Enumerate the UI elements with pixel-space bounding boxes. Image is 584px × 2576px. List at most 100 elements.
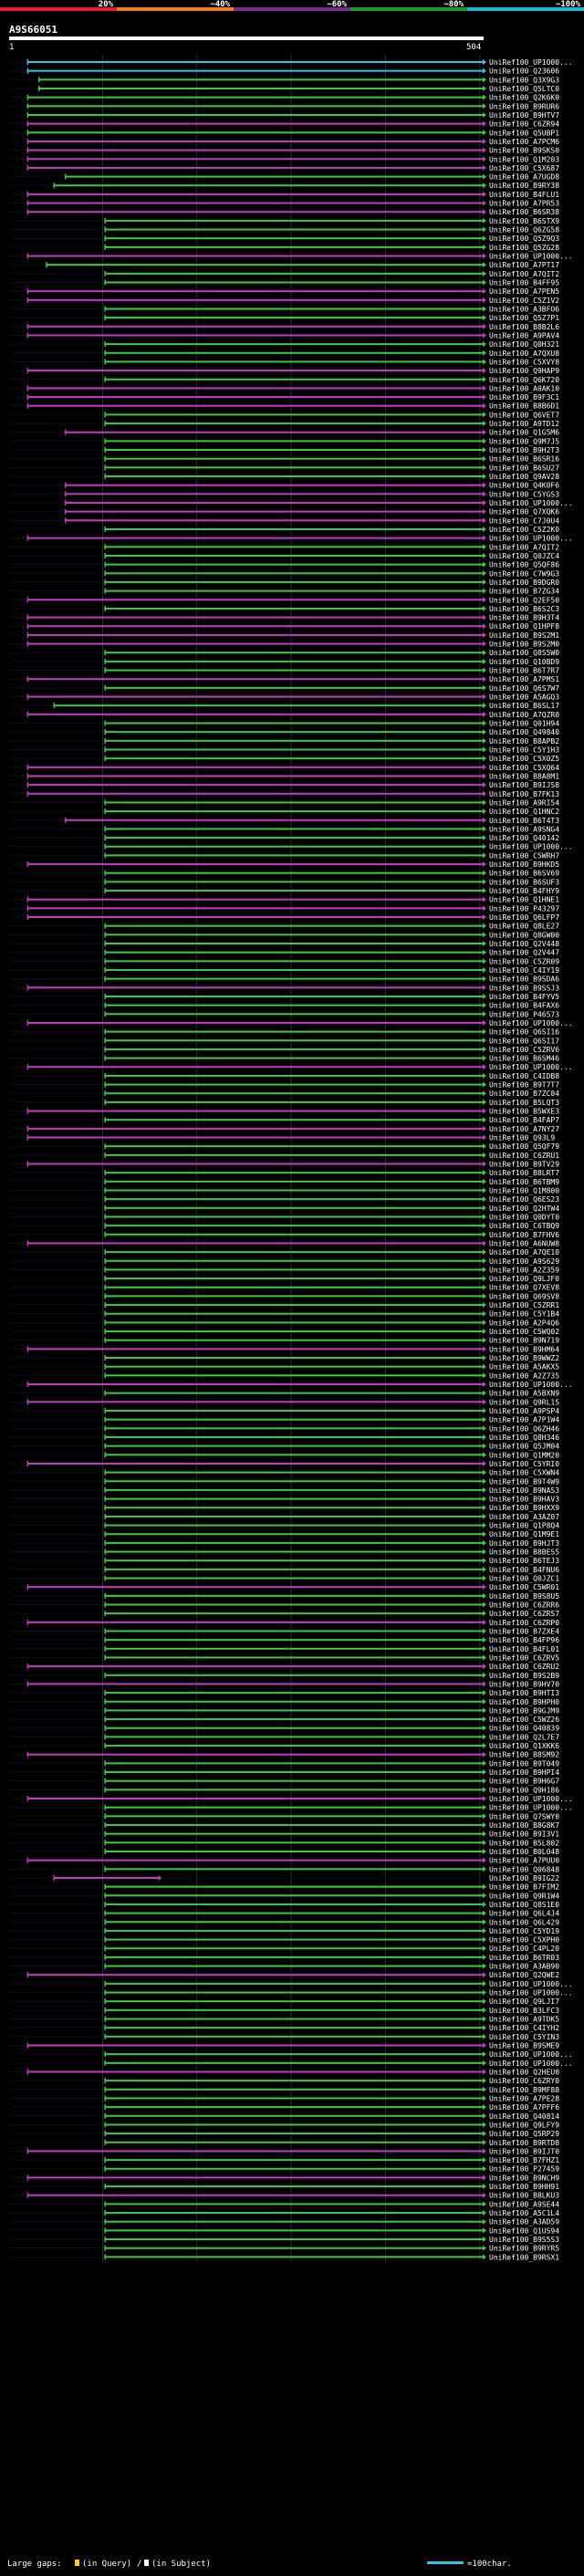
hit-label[interactable]: UniRef100_C5YIN3 (489, 2033, 559, 2041)
hit-bar[interactable] (26, 1665, 484, 1668)
hit-label[interactable]: UniRef100_B9SDA6 (489, 975, 559, 984)
hit-bar[interactable] (26, 404, 484, 407)
hit-row[interactable]: UniRef100_Q1HPF8 (9, 622, 559, 631)
hit-bar[interactable] (26, 642, 484, 645)
hit-bar[interactable] (104, 1674, 485, 1676)
hit-label[interactable]: UniRef100_C6ZRS7 (489, 1610, 559, 1618)
hit-label[interactable]: UniRef100_Q6VET7 (489, 411, 559, 419)
hit-bar[interactable] (104, 527, 485, 530)
hit-bar[interactable] (104, 1304, 485, 1307)
hit-label[interactable]: UniRef100_B8G8K7 (489, 1821, 559, 1830)
hit-row[interactable]: UniRef100_Q0JZC1 (9, 1575, 559, 1583)
hit-label[interactable]: UniRef100_Q0H321 (489, 340, 559, 349)
hit-label[interactable]: UniRef100_A7QE10 (489, 1248, 559, 1257)
hit-label[interactable]: UniRef100_UP1000... (489, 2060, 573, 2068)
hit-label[interactable]: UniRef100_Q6LFP7 (489, 913, 559, 922)
hit-row[interactable]: UniRef100_Q5LTC0 (9, 85, 559, 93)
hit-row[interactable]: UniRef100_B6STX9 (9, 217, 559, 225)
hit-bar[interactable] (104, 1982, 485, 1985)
hit-row[interactable]: UniRef100_Q6ZG58 (9, 226, 559, 235)
hit-label[interactable]: UniRef100_A7NY27 (489, 1125, 559, 1133)
hit-row[interactable]: UniRef100_B9RSX1 (9, 2253, 559, 2261)
hit-label[interactable]: UniRef100_B4FAP7 (489, 1116, 559, 1124)
hit-label[interactable]: UniRef100_B9S2M0 (489, 641, 559, 649)
hit-bar[interactable] (104, 378, 485, 381)
hit-row[interactable]: UniRef100_Q69SV8 (9, 1292, 559, 1300)
hit-label[interactable]: UniRef100_Q8S1E0 (489, 1901, 559, 1909)
hit-row[interactable]: UniRef100_UP1000... (9, 1989, 573, 1997)
hit-row[interactable]: UniRef100_A7PUU0 (9, 1857, 559, 1865)
hit-row[interactable]: UniRef100_A7PCM6 (9, 138, 559, 146)
hit-row[interactable]: UniRef100_A3AD59 (9, 2218, 559, 2227)
hit-label[interactable]: UniRef100_C4PL20 (489, 1945, 559, 1953)
hit-row[interactable]: UniRef100_B8B6D1 (9, 402, 559, 411)
hit-label[interactable]: UniRef100_B4FF95 (489, 279, 559, 287)
hit-label[interactable]: UniRef100_A9RI54 (489, 798, 559, 807)
hit-label[interactable]: UniRef100_Q5UBP1 (489, 129, 559, 137)
hit-row[interactable]: UniRef100_B9HH91 (9, 2183, 559, 2191)
hit-label[interactable]: UniRef100_Q6ZH46 (489, 1424, 559, 1433)
hit-row[interactable]: UniRef100_A9SE44 (9, 2200, 559, 2208)
hit-row[interactable]: UniRef100_A3AZ07 (9, 1513, 559, 1521)
hit-row[interactable]: UniRef100_B9HAV3 (9, 1496, 559, 1504)
hit-row[interactable]: UniRef100_B9DGR0 (9, 579, 559, 587)
hit-bar[interactable] (26, 193, 484, 195)
hit-row[interactable]: UniRef100_A7QXU8 (9, 349, 559, 358)
hit-label[interactable]: UniRef100_A9TD12 (489, 420, 559, 428)
hit-bar[interactable] (104, 1444, 485, 1447)
hit-bar[interactable] (104, 1929, 485, 1932)
hit-label[interactable]: UniRef100_B9HM64 (489, 1345, 559, 1353)
hit-row[interactable]: UniRef100_B4FAX6 (9, 1002, 559, 1010)
hit-row[interactable]: UniRef100_Q8S1E0 (9, 1901, 559, 1909)
hit-row[interactable]: UniRef100_B8B2L6 (9, 323, 559, 331)
hit-bar[interactable] (26, 202, 484, 204)
hit-row[interactable]: UniRef100_C5YD19 (9, 1927, 559, 1935)
hit-label[interactable]: UniRef100_Q8GW00 (489, 931, 559, 939)
hit-row[interactable]: UniRef100_Q9M7J5 (9, 437, 559, 445)
hit-bar[interactable] (104, 1004, 485, 1006)
hit-bar[interactable] (26, 2070, 484, 2073)
hit-label[interactable]: UniRef100_B9IJT0 (489, 2147, 559, 2155)
hit-bar[interactable] (26, 1021, 484, 1024)
hit-row[interactable]: UniRef100_B9S8U5 (9, 1592, 559, 1601)
hit-label[interactable]: UniRef100_Q5ZG28 (489, 244, 559, 252)
hit-label[interactable]: UniRef100_Q7XEV8 (489, 1284, 559, 1292)
hit-bar[interactable] (104, 871, 485, 874)
hit-label[interactable]: UniRef100_Q40814 (489, 2112, 559, 2121)
hit-label[interactable]: UniRef100_C5XVY8 (489, 358, 559, 366)
hit-label[interactable]: UniRef100_A7UGD8 (489, 173, 559, 182)
hit-bar[interactable] (104, 317, 485, 319)
hit-label[interactable]: UniRef100_C5YD19 (489, 1927, 559, 1935)
hit-row[interactable]: UniRef100_Q0DYT0 (9, 1213, 559, 1221)
hit-bar[interactable] (104, 1454, 485, 1456)
hit-bar[interactable] (64, 502, 485, 504)
hit-label[interactable]: UniRef100_B4FYV5 (489, 993, 559, 1001)
hit-label[interactable]: UniRef100_A7PEN5 (489, 287, 559, 296)
hit-label[interactable]: UniRef100_A2P4Q6 (489, 1319, 559, 1327)
hit-row[interactable]: UniRef100_B9T4W9 (9, 1477, 559, 1486)
hit-bar[interactable] (104, 1559, 485, 1562)
hit-label[interactable]: UniRef100_A3AD59 (489, 2218, 559, 2227)
hit-bar[interactable] (104, 2106, 485, 2109)
hit-label[interactable]: UniRef100_C6ZRU2 (489, 1663, 559, 1671)
hit-bar[interactable] (104, 2247, 485, 2249)
hit-bar[interactable] (104, 1736, 485, 1738)
hit-label[interactable]: UniRef100_A5C1L4 (489, 2209, 559, 2217)
hit-row[interactable]: UniRef100_A2Z359 (9, 1266, 559, 1274)
hit-row[interactable]: UniRef100_B6T7R7 (9, 667, 559, 675)
hit-row[interactable]: UniRef100_C5XQ64 (9, 764, 559, 772)
hit-row[interactable]: UniRef100_B9S5S3 (9, 2236, 559, 2244)
hit-row[interactable]: UniRef100_Q5QF79 (9, 1142, 559, 1151)
hit-label[interactable]: UniRef100_B8SM92 (489, 1751, 559, 1759)
hit-row[interactable]: UniRef100_Q5ZG28 (9, 244, 559, 252)
hit-row[interactable]: UniRef100_B6TBM9 (9, 1178, 559, 1186)
hit-label[interactable]: UniRef100_B8B2L6 (489, 323, 559, 331)
hit-row[interactable]: UniRef100_Q2HEU0 (9, 2068, 559, 2076)
hit-label[interactable]: UniRef100_B9HTI3 (489, 1689, 559, 1697)
hit-row[interactable]: UniRef100_B9RYR5 (9, 2245, 559, 2253)
hit-row[interactable]: UniRef100_B0L048 (9, 1848, 559, 1856)
hit-label[interactable]: UniRef100_C7J0U4 (489, 516, 559, 525)
hit-row[interactable]: UniRef100_C4IYH2 (9, 2024, 559, 2032)
hit-bar[interactable] (104, 2097, 485, 2100)
hit-label[interactable]: UniRef100_Q1G5M6 (489, 429, 559, 437)
